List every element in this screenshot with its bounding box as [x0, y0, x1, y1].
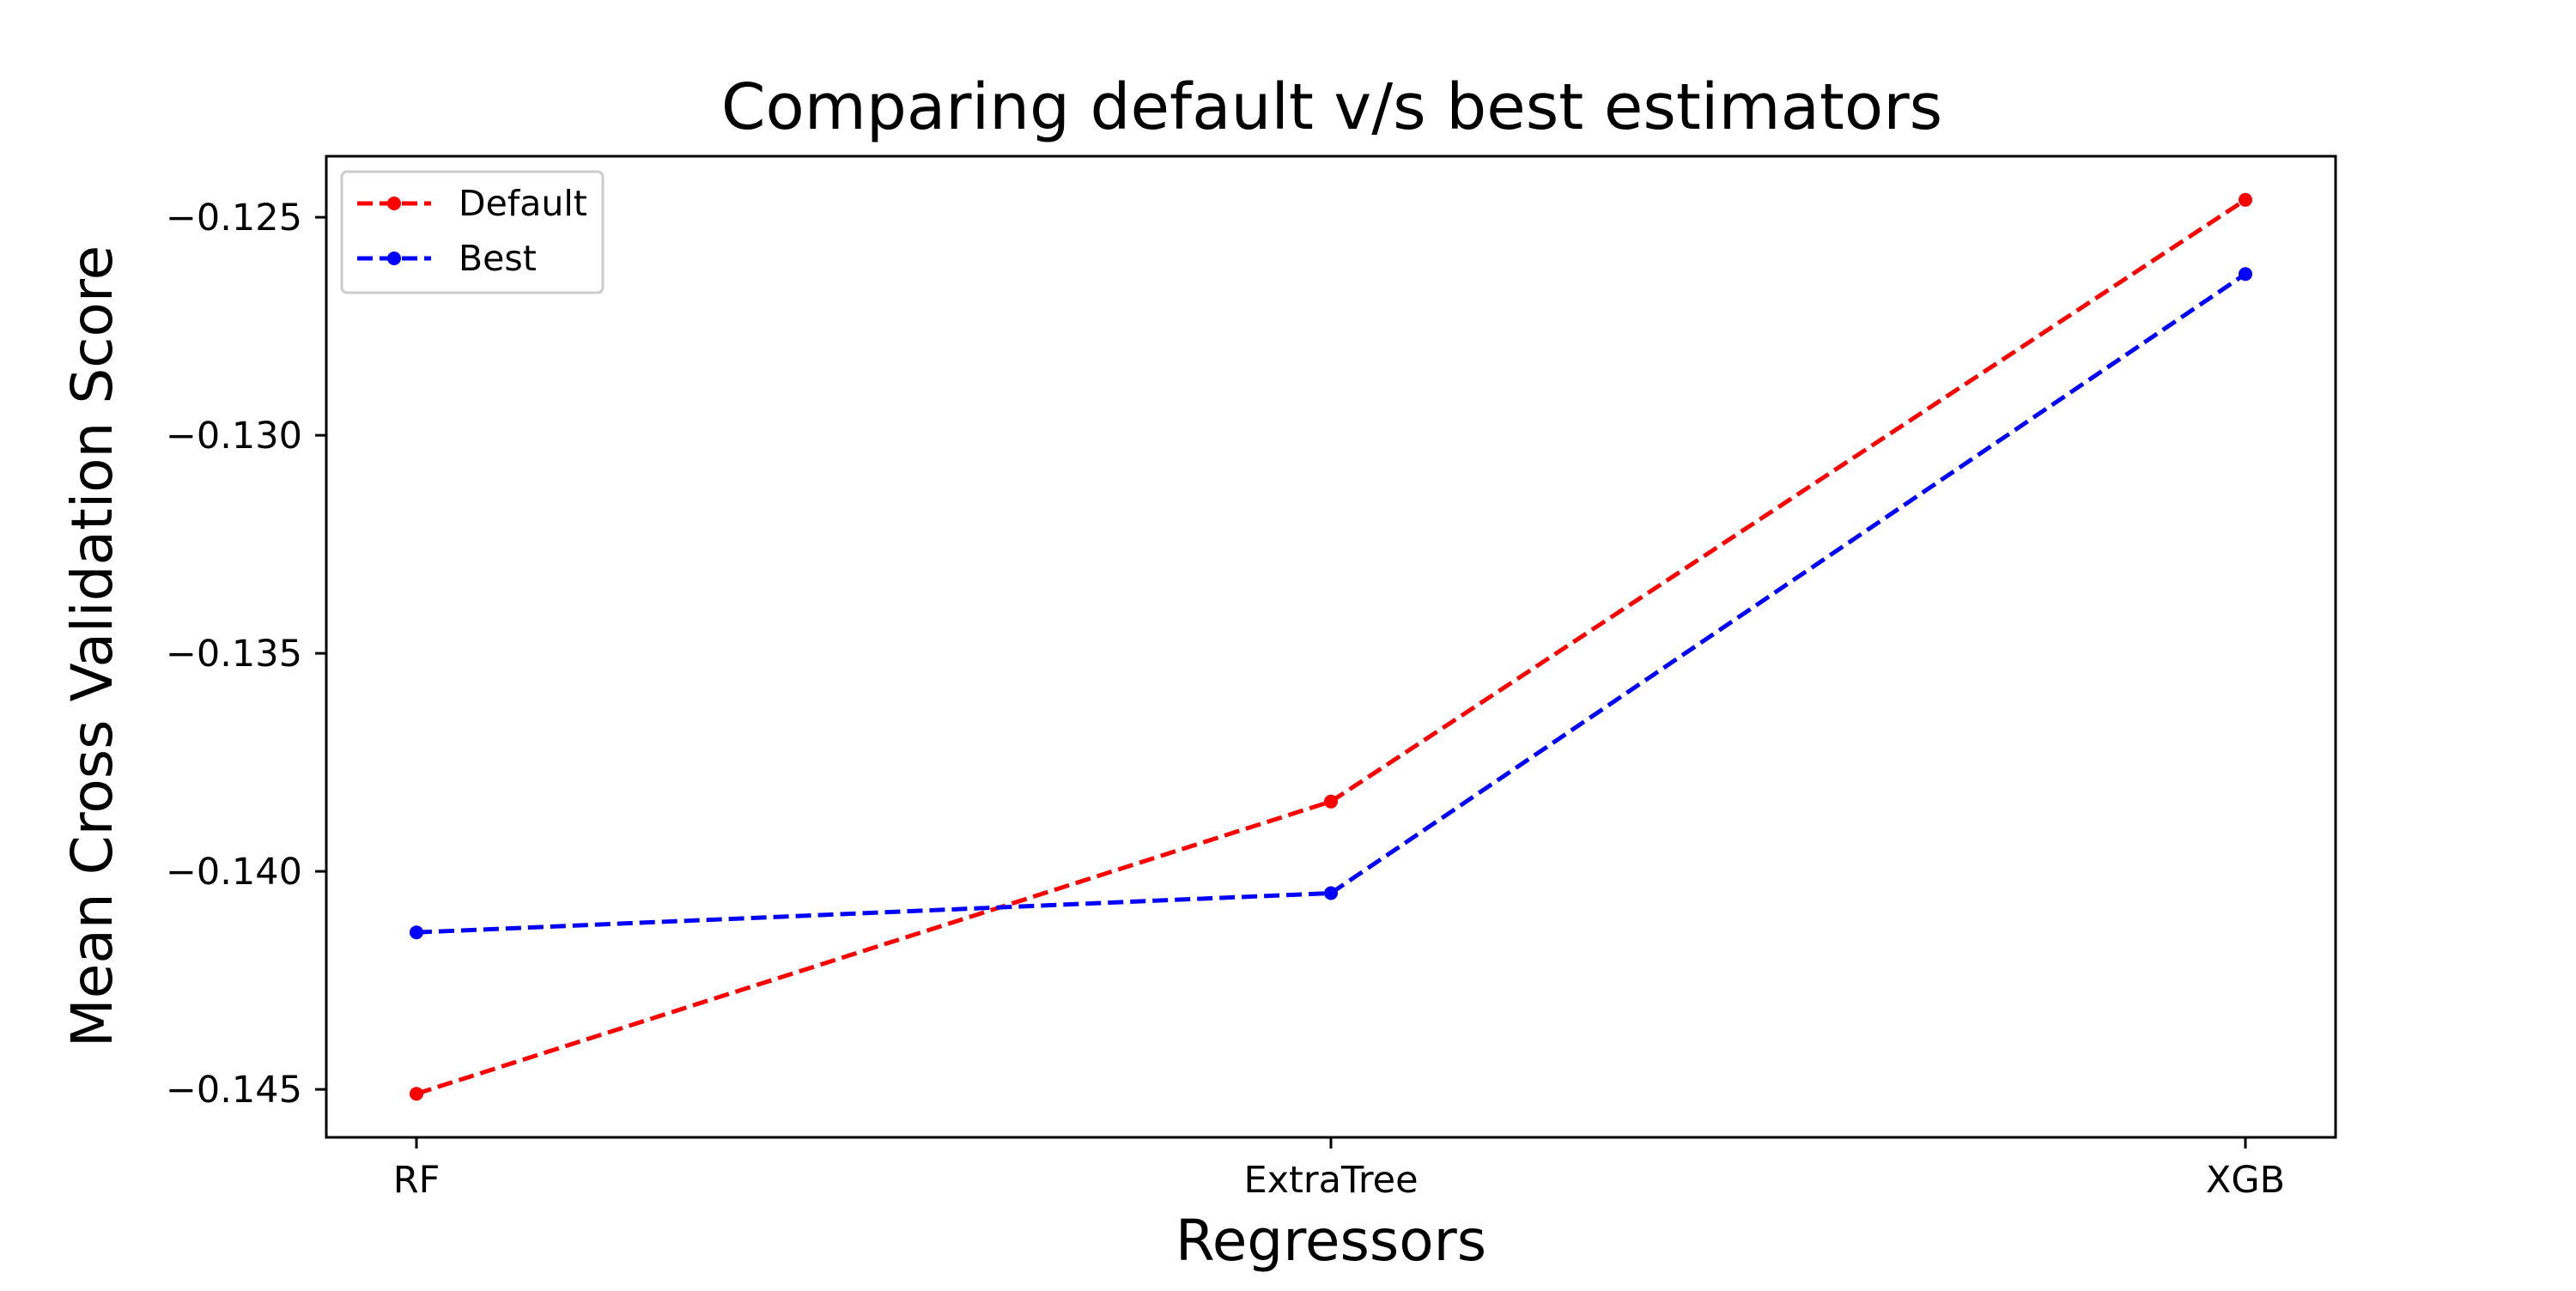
y-tick-label: −0.125 — [166, 197, 302, 239]
series-layer — [410, 192, 2252, 1101]
data-point-default — [1324, 794, 1338, 809]
chart-title: Comparing default v/s best estimators — [721, 70, 1942, 144]
y-tick-label: −0.145 — [166, 1069, 302, 1112]
data-point-best — [410, 925, 423, 940]
legend-marker-best — [387, 252, 401, 265]
legend-marker-default — [387, 197, 401, 210]
x-axis: RF ExtraTree XGB — [393, 1137, 2285, 1202]
legend-label-default: Default — [459, 183, 587, 224]
y-tick-label: −0.135 — [166, 633, 302, 676]
legend-label-best: Best — [459, 238, 537, 279]
x-tick-label: ExtraTree — [1243, 1159, 1418, 1202]
data-point-default — [2239, 192, 2252, 207]
series-line-best — [416, 272, 2247, 935]
data-point-best — [1324, 886, 1338, 900]
x-axis-label: Regressors — [1176, 1208, 1486, 1274]
x-tick-label: XGB — [2206, 1159, 2285, 1202]
data-point-default — [410, 1087, 423, 1101]
series-line-default — [416, 197, 2247, 1096]
y-axis: −0.145 −0.140 −0.135 −0.130 −0.125 — [166, 197, 326, 1112]
data-point-best — [2239, 267, 2252, 282]
y-tick-label: −0.130 — [166, 415, 302, 458]
x-tick-label: RF — [393, 1159, 440, 1202]
plot-frame — [325, 155, 2337, 1139]
legend: Default Best — [340, 170, 605, 294]
y-tick-label: −0.140 — [166, 851, 302, 894]
y-axis-label: Mean Cross Validation Score — [59, 245, 125, 1047]
